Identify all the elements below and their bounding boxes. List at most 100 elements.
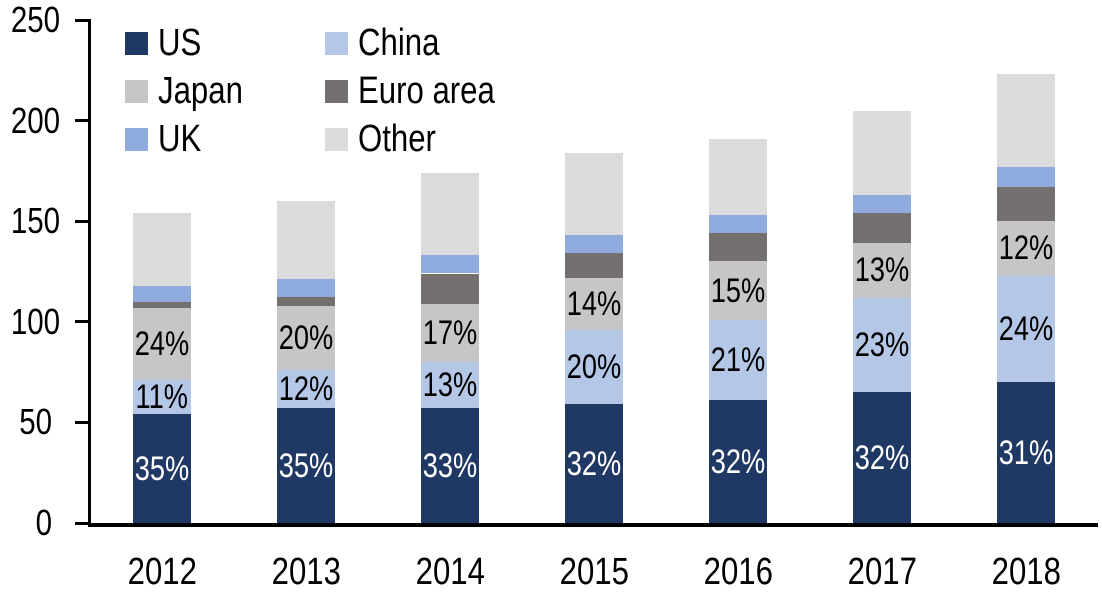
legend-swatch-japan [125,79,148,103]
data-label-text: 35% [278,446,334,485]
y-axis-tick-text: 200 [10,99,61,141]
bar-segment-us-2018 [997,382,1055,523]
legend-swatch-china [325,31,348,55]
data-label-text: 23% [854,325,910,364]
data-label-text: 24% [998,309,1054,348]
bar-segment-china-2016 [709,319,767,401]
data-label-japan-2014: 17% [378,313,522,353]
data-label-text: 20% [566,348,622,387]
bar-segment-japan-2014 [421,303,479,363]
legend-item-japan: Japan [125,70,325,112]
x-axis-label-2013: 2013 [234,551,378,593]
x-axis-label-2012: 2012 [90,551,234,593]
data-label-text: 32% [854,438,910,477]
bar-segment-us-2015 [565,404,623,523]
chart-legend: US China Japan Euro area UK Other [125,22,585,160]
legend-label-euro-area: Euro area [358,70,495,112]
x-axis-label-text: 2013 [271,551,341,593]
y-tick-mark [75,119,89,123]
bar-segment-other-2014 [421,172,479,256]
y-axis-tick-label: 100 [0,301,60,342]
bar-segment-euro-area-2013 [277,296,335,306]
legend-item-uk: UK [125,120,325,158]
y-axis-tick-text: 250 [10,0,61,40]
legend-swatch-us [125,31,148,55]
data-label-text: 20% [278,318,334,357]
legend-item-euro-area: Euro area [325,70,585,112]
data-label-text: 12% [998,229,1054,268]
y-axis-tick-label: 200 [0,100,60,141]
data-label-text: 32% [566,444,622,483]
bar-segment-us-2012 [133,414,191,523]
bar-segment-uk-2015 [565,235,623,254]
bar-segment-us-2017 [853,392,911,523]
legend-label-china: China [358,22,440,64]
bar-segment-china-2018 [997,275,1055,383]
data-label-text: 13% [854,251,910,290]
legend-item-us: US [125,22,325,64]
legend-item-other: Other [325,118,585,160]
data-label-text: 24% [134,324,190,363]
data-label-japan-2017: 13% [810,250,954,290]
bar-segment-japan-2013 [277,305,335,371]
data-label-japan-2013: 20% [234,318,378,358]
data-label-us-2013: 35% [234,446,378,486]
bar-segment-japan-2016 [709,261,767,320]
x-axis-label-text: 2014 [415,551,485,593]
y-axis-tick-label: 250 [0,0,60,40]
x-axis-label-text: 2017 [847,551,917,593]
x-axis-label-2018: 2018 [954,551,1098,593]
legend-swatch-other [325,127,348,151]
legend-label-other: Other [358,118,436,160]
data-label-china-2017: 23% [810,325,954,365]
bar-segment-china-2014 [421,362,479,409]
x-axis-label-2015: 2015 [522,551,666,593]
legend-swatch-euro-area [325,79,348,103]
bar-segment-uk-2018 [997,166,1055,187]
data-label-china-2013: 12% [234,369,378,409]
data-label-text: 17% [422,313,478,352]
data-label-text: 35% [134,449,190,488]
data-label-us-2015: 32% [522,444,666,484]
data-label-japan-2018: 12% [954,228,1098,268]
bar-segment-other-2016 [709,138,767,216]
data-label-us-2017: 32% [810,438,954,478]
data-label-text: 11% [135,378,189,417]
x-axis-label-2014: 2014 [378,551,522,593]
bar-segment-other-2013 [277,201,335,279]
data-label-us-2014: 33% [378,446,522,486]
bar-segment-japan-2012 [133,307,191,381]
data-label-text: 21% [710,341,766,380]
bar-segment-other-2012 [133,213,191,286]
x-axis-label-text: 2016 [703,551,773,593]
bar-segment-us-2014 [421,408,479,523]
y-tick-mark [75,521,89,525]
x-axis-line [88,523,1098,527]
y-axis-tick-text: 150 [10,200,61,242]
data-label-china-2016: 21% [666,340,810,380]
data-label-text: 32% [710,442,766,481]
legend-label-us: US [158,22,202,64]
data-label-us-2016: 32% [666,442,810,482]
data-label-text: 14% [566,284,622,323]
bar-segment-china-2012 [133,380,191,415]
y-axis-tick-text: 100 [10,300,61,342]
bar-segment-japan-2018 [997,221,1055,276]
data-label-text: 33% [422,446,478,485]
data-label-china-2015: 20% [522,347,666,387]
bar-segment-japan-2017 [853,243,911,298]
bar-segment-uk-2016 [709,215,767,234]
y-axis-tick-text: 50 [19,401,52,443]
data-label-china-2012: 11% [90,377,234,417]
bar-segment-japan-2015 [565,277,623,330]
bar-segment-other-2015 [565,152,623,236]
bar-segment-euro-area-2016 [709,233,767,262]
data-label-china-2014: 13% [378,365,522,405]
y-axis-tick-label: 0 [0,503,52,543]
legend-item-china: China [325,22,585,64]
bar-segment-us-2016 [709,400,767,523]
x-axis-label-text: 2012 [127,551,197,593]
legend-label-japan: Japan [158,70,243,112]
data-label-japan-2016: 15% [666,271,810,311]
